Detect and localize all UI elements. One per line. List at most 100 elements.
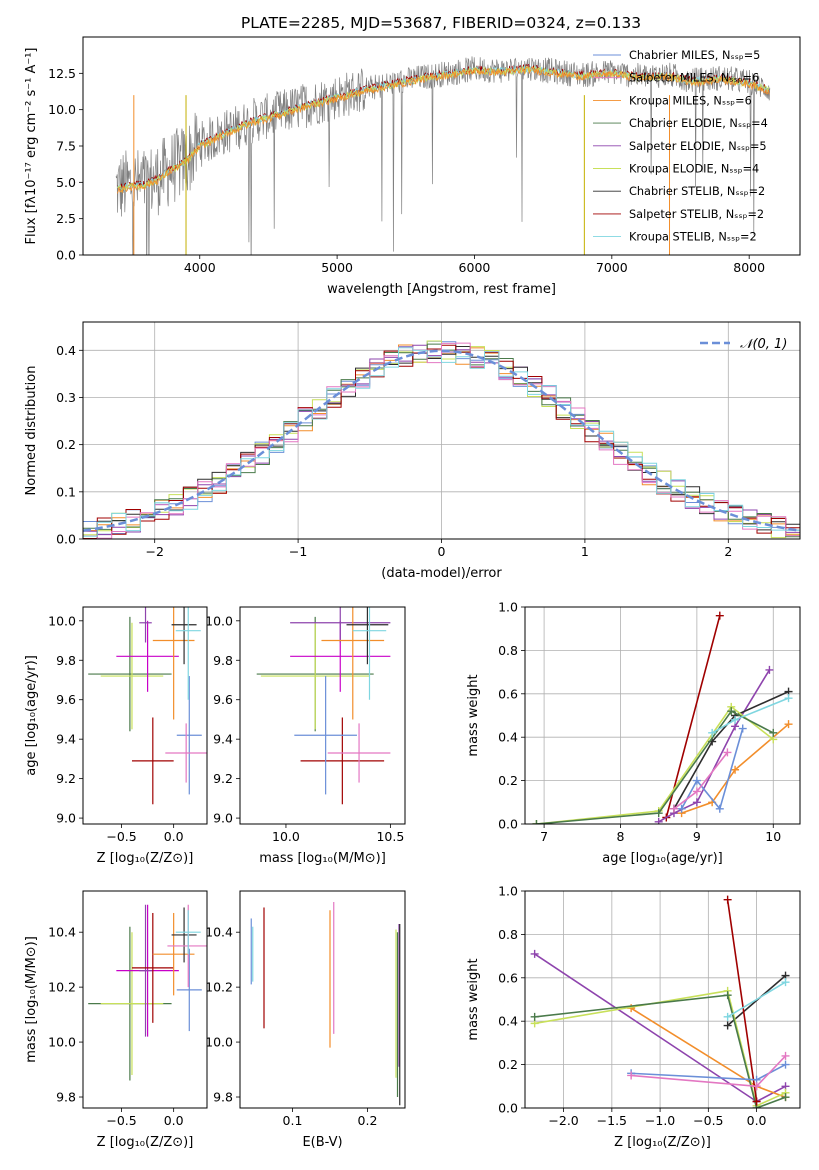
y-tick-label: 9.4 (56, 732, 76, 747)
series-line (534, 994, 786, 1108)
series-line (727, 981, 786, 1018)
y-tick-label: 0.4 (498, 1014, 518, 1029)
errorbar-point (139, 904, 152, 1037)
y-tick-label: 0.6 (498, 686, 518, 701)
data-point (781, 978, 790, 987)
chart-panel-mass-vs-Z: −0.5 0.0 9.8 10.0 10.2 10.4 Z [log₁₀(Z/Z⊙)] mas… (24, 890, 208, 1150)
data-point (715, 611, 724, 620)
errorbar-point (352, 607, 387, 700)
plot-area (83, 340, 800, 539)
errorbar-point (175, 607, 201, 700)
data-point (677, 804, 686, 813)
y-tick-label: 10.4 (205, 925, 233, 940)
y-tick-label: 0.2 (498, 1057, 518, 1072)
axes-frame (82, 321, 801, 540)
x-axis-label: E(B-V) (302, 1135, 342, 1150)
x-tick-label: 9 (693, 829, 701, 844)
legend-entry: Salpeter STELIB, Nₛₛₚ=2 (629, 208, 764, 221)
x-tick-label: 0 (438, 544, 446, 559)
axes-frame (239, 606, 406, 825)
data-point (654, 809, 663, 818)
series-line (534, 989, 786, 1107)
plot-area (532, 611, 793, 824)
series-line (536, 705, 774, 824)
errorbar-point (176, 948, 202, 1032)
data-point (752, 1082, 761, 1091)
y-axis-label: Normed distribution (24, 366, 39, 496)
axes-frame (239, 890, 406, 1109)
y-tick-label: 10.0 (48, 102, 76, 117)
series-line (726, 899, 758, 1102)
x-axis-label: age [log₁₀(age/yr)] (602, 851, 723, 866)
x-tick-label: 0.2 (358, 1113, 378, 1128)
data-point (532, 820, 541, 824)
errorbar-point (116, 620, 179, 692)
y-tick-label: 1.0 (498, 600, 518, 615)
x-tick-label: 10.5 (376, 829, 404, 844)
x-axis-label: Z [log₁₀(Z/Z⊙)] (97, 1135, 194, 1150)
data-point (715, 804, 724, 813)
legend-entry: Kroupa STELIB, Nₛₛₚ=2 (629, 231, 757, 244)
x-tick-label: −0.5 (106, 1113, 136, 1128)
x-tick-label: 0.0 (747, 1113, 767, 1128)
errorbar-point (100, 622, 164, 730)
y-tick-label: 0.0 (498, 1101, 518, 1116)
chart-panel-spectrum: 4000 5000 6000 7000 8000 0.0 2.5 5.0 7.5 10.0 12.5… (24, 36, 801, 297)
x-axis-label: Z [log₁₀(Z/Z⊙)] (614, 1135, 711, 1150)
data-point (784, 694, 793, 703)
x-tick-label: −1.0 (645, 1113, 675, 1128)
data-point (769, 728, 778, 737)
y-tick-label: 0.2 (56, 437, 76, 452)
legend-entry: 𝒩(0, 1) (740, 337, 787, 352)
y-axis-label: mass [log₁₀(M/M⊙)] (24, 936, 39, 1063)
y-tick-label: 0.0 (56, 248, 76, 263)
x-tick-label: 8000 (733, 260, 765, 275)
errorbar-point (327, 723, 391, 783)
legend-entry: Kroupa MILES, Nₛₛₚ=6 (629, 94, 752, 107)
y-tick-label: 9.6 (213, 692, 233, 707)
y-tick-label: 5.0 (56, 175, 76, 190)
x-tick-label: −2 (145, 544, 163, 559)
data-point (731, 715, 740, 724)
errorbar-point (171, 607, 197, 665)
x-tick-label: 10 (765, 829, 781, 844)
errorbar-point (165, 723, 207, 783)
chart-panel-age-vs-mass: 10.0 10.5 9.0 9.2 9.4 9.6 9.8 10.0 mass [log₁₀(M… (205, 606, 406, 866)
data-point (765, 665, 774, 674)
y-tick-label: 9.2 (56, 771, 76, 786)
y-tick-label: 10.0 (48, 613, 76, 628)
figure-title: PLATE=2285, MJD=53687, FIBERID=0324, z=0… (241, 14, 641, 32)
y-tick-label: 7.5 (56, 139, 76, 154)
x-tick-label: 6000 (459, 260, 491, 275)
legend-entry: Chabrier MILES, Nₛₛₚ=5 (629, 49, 760, 62)
plot-area (115, 56, 771, 255)
errorbar-point (152, 912, 195, 996)
data-point (723, 1021, 732, 1030)
x-tick-label: −1 (289, 544, 307, 559)
data-point (692, 787, 701, 796)
data-point (731, 765, 740, 774)
axes-frame (524, 606, 801, 825)
x-tick-label: −0.5 (693, 1113, 723, 1128)
series-line (536, 710, 774, 824)
y-tick-label: 0.0 (56, 532, 76, 547)
series-line (673, 690, 789, 810)
x-tick-label: 4000 (184, 260, 216, 275)
axes-frame (82, 36, 801, 256)
data-point (781, 1051, 790, 1060)
data-point (530, 949, 539, 958)
errorbar-point (131, 912, 174, 1023)
axes-frame (82, 890, 208, 1109)
y-tick-label: 9.8 (213, 653, 233, 668)
x-tick-label: −2.0 (548, 1113, 578, 1128)
x-tick-label: 1 (581, 544, 589, 559)
legend-entry: Salpeter ELODIE, Nₛₛₚ=5 (629, 140, 767, 153)
x-tick-label: 0.0 (164, 829, 184, 844)
y-axis-label: mass weight (466, 958, 481, 1040)
chart-panel-weight-vs-Z: −2.0 −1.5 −1.0 −0.5 0.0 0.0 0.2 0.4 0.6 0.8 1.0 Z [… (466, 884, 801, 1150)
x-tick-label: 7000 (596, 260, 628, 275)
errorbar-point (139, 607, 152, 643)
x-axis-label: (data-model)/error (381, 566, 502, 581)
y-tick-label: 0.8 (498, 643, 518, 658)
series-line (680, 728, 744, 811)
